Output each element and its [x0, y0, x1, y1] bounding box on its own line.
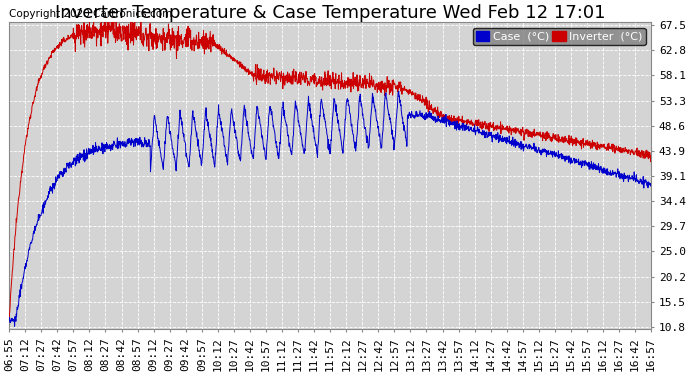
Text: Copyright 2020 Cartronics.com: Copyright 2020 Cartronics.com [9, 9, 172, 19]
Legend: Case  (°C), Inverter  (°C): Case (°C), Inverter (°C) [473, 28, 646, 45]
Title: Inverter Temperature & Case Temperature Wed Feb 12 17:01: Inverter Temperature & Case Temperature … [55, 4, 605, 22]
